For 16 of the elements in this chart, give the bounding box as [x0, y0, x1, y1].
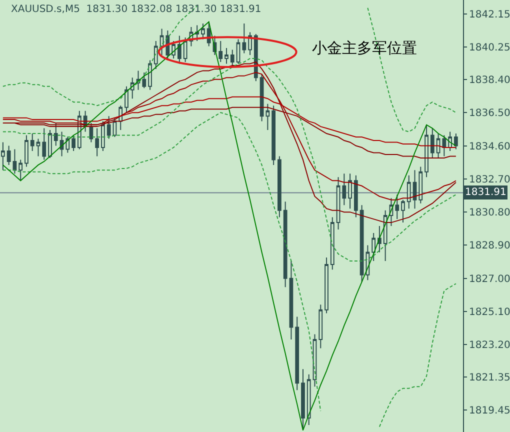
y-tick-label: 1842.15 — [469, 9, 510, 20]
y-tick-label: 1832.70 — [469, 174, 510, 186]
y-tick-label: 1821.35 — [469, 372, 510, 384]
ref-line-label: 1831.91 — [465, 187, 506, 198]
y-tick-label: 1840.25 — [469, 42, 510, 54]
y-tick-label: 1830.80 — [469, 208, 510, 219]
annotation: 小金主多军位置 — [312, 39, 417, 57]
y-tick-label: 1838.40 — [469, 74, 510, 86]
y-tick-label: 1834.60 — [469, 141, 510, 152]
y-tick-label: 1825.10 — [469, 307, 510, 318]
chart-title: XAUUSD.s,M5 1831.30 1832.08 1831.30 1831.91 — [11, 4, 262, 15]
y-tick-label: 1836.50 — [469, 108, 510, 120]
y-tick-label: 1823.20 — [469, 340, 510, 352]
y-tick-label: 1827.00 — [469, 274, 510, 285]
y-tick-label: 1819.45 — [469, 406, 510, 417]
y-tick-label: 1828.90 — [469, 240, 510, 252]
